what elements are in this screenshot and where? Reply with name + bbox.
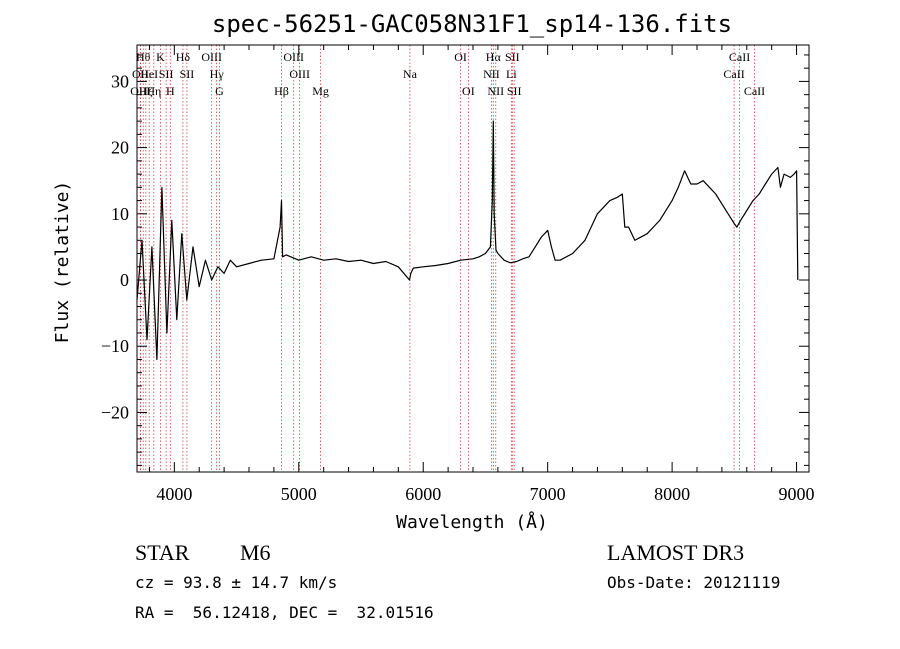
x-tick-label: 9000 xyxy=(779,484,815,504)
line-marker-label: Na xyxy=(403,67,418,81)
line-marker-label: Hβ xyxy=(274,84,289,98)
redshift-velocity: cz = 93.8 ± 14.7 km/s xyxy=(135,573,337,592)
line-marker-label: NII xyxy=(483,67,500,81)
x-tick-label: 4000 xyxy=(156,484,192,504)
line-marker-label: SII xyxy=(180,67,195,81)
line-marker-label: OI xyxy=(454,50,467,64)
line-marker-label: H xyxy=(166,84,175,98)
y-tick-label: −10 xyxy=(101,336,129,356)
line-marker-label: Hη xyxy=(146,84,161,98)
line-marker-label: K xyxy=(156,50,165,64)
y-tick-label: 30 xyxy=(111,71,129,91)
line-marker-label: Hα xyxy=(486,50,502,64)
line-marker-label: Hθ xyxy=(136,50,151,64)
object-class: STAR xyxy=(135,540,190,565)
line-marker-label: Hγ xyxy=(210,67,225,81)
line-marker-label: OIII xyxy=(201,50,222,64)
coordinates: RA = 56.12418, DEC = 32.01516 xyxy=(135,603,434,622)
y-tick-label: −20 xyxy=(101,402,129,422)
line-marker-label: SII xyxy=(505,50,520,64)
line-marker-label: SII xyxy=(159,67,174,81)
y-tick-label: 20 xyxy=(111,138,129,158)
line-marker-label: OIII xyxy=(283,50,304,64)
line-marker-label: Hδ xyxy=(176,50,191,64)
x-axis: 4000 5000 6000 7000 8000 9000 xyxy=(148,45,815,504)
line-marker-label: Li xyxy=(506,67,517,81)
y-tick-label: 10 xyxy=(111,204,129,224)
flux-line xyxy=(136,120,799,361)
line-marker-label: OIII xyxy=(289,67,310,81)
line-marker-label: CaII xyxy=(729,50,750,64)
line-marker-label: SII xyxy=(507,84,522,98)
flux-series xyxy=(136,120,799,361)
object-subclass: M6 xyxy=(240,540,271,565)
line-marker-label: G xyxy=(215,84,224,98)
survey-name: LAMOST DR3 xyxy=(607,540,744,565)
x-tick-label: 5000 xyxy=(281,484,317,504)
line-marker-label: NII xyxy=(487,84,504,98)
x-tick-label: 7000 xyxy=(530,484,566,504)
line-marker-label: Mg xyxy=(312,84,329,98)
line-marker-label: HeI xyxy=(140,67,158,81)
y-axis: −20 −10 0 10 20 30 xyxy=(101,54,809,466)
line-marker-label: OI xyxy=(462,84,475,98)
x-tick-label: 6000 xyxy=(405,484,441,504)
line-marker-label: CaII xyxy=(744,84,765,98)
observation-date: Obs-Date: 20121119 xyxy=(607,573,780,592)
chart-title: spec-56251-GAC058N31F1_sp14-136.fits xyxy=(212,10,732,38)
x-axis-label: Wavelength (Å) xyxy=(396,511,548,533)
y-axis-label: Flux (relative) xyxy=(52,181,73,344)
y-tick-label: 0 xyxy=(120,270,129,290)
x-tick-label: 8000 xyxy=(654,484,690,504)
line-marker-label: CaII xyxy=(723,67,744,81)
